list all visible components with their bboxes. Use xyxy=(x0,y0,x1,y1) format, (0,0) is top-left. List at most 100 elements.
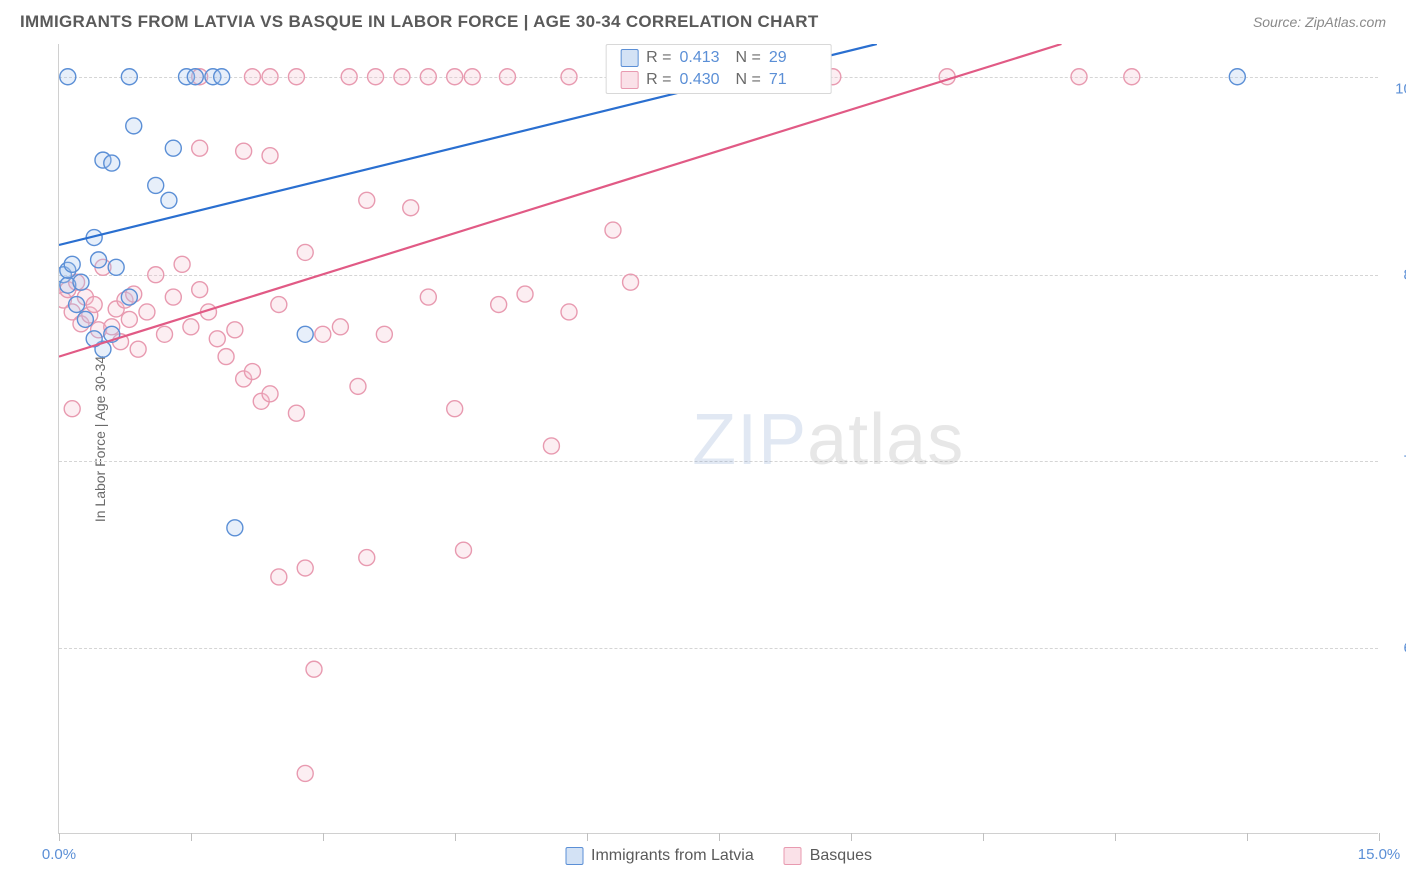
scatter-point xyxy=(121,69,137,85)
legend-label-basques: Basques xyxy=(810,847,872,865)
trend-line xyxy=(59,44,1061,357)
scatter-point xyxy=(297,326,313,342)
scatter-point xyxy=(341,69,357,85)
scatter-point xyxy=(214,69,230,85)
scatter-point xyxy=(244,69,260,85)
scatter-point xyxy=(165,289,181,305)
scatter-point xyxy=(271,297,287,313)
scatter-point xyxy=(104,155,120,171)
legend-label-latvia: Immigrants from Latvia xyxy=(591,847,754,865)
scatter-point xyxy=(60,69,76,85)
legend-row-basques: R = 0.430 N = 71 xyxy=(606,69,831,91)
scatter-point xyxy=(77,311,93,327)
scatter-point xyxy=(69,297,85,313)
scatter-point xyxy=(561,304,577,320)
scatter-point xyxy=(192,282,208,298)
scatter-point xyxy=(183,319,199,335)
legend-n-value-basques: 71 xyxy=(769,71,817,89)
source-attribution: Source: ZipAtlas.com xyxy=(1253,14,1386,30)
chart-title: IMMIGRANTS FROM LATVIA VS BASQUE IN LABO… xyxy=(20,12,819,32)
scatter-point xyxy=(288,69,304,85)
scatter-point xyxy=(161,192,177,208)
scatter-point xyxy=(73,274,89,290)
scatter-point xyxy=(297,560,313,576)
x-tick xyxy=(191,833,192,841)
scatter-point xyxy=(368,69,384,85)
scatter-point xyxy=(192,140,208,156)
legend-n-value-latvia: 29 xyxy=(769,49,817,67)
series-legend: Immigrants from Latvia Basques xyxy=(565,847,872,865)
scatter-point xyxy=(187,69,203,85)
legend-swatch-icon xyxy=(565,847,583,865)
scatter-point xyxy=(174,256,190,272)
x-tick xyxy=(1379,833,1380,841)
y-tick-label: 100.0% xyxy=(1395,80,1406,97)
scatter-point xyxy=(517,286,533,302)
x-tick xyxy=(719,833,720,841)
scatter-point xyxy=(271,569,287,585)
chart-header: IMMIGRANTS FROM LATVIA VS BASQUE IN LABO… xyxy=(0,0,1406,40)
scatter-point xyxy=(157,326,173,342)
scatter-point xyxy=(86,297,102,313)
scatter-point xyxy=(1071,69,1087,85)
scatter-point xyxy=(420,69,436,85)
scatter-point xyxy=(288,405,304,421)
legend-n-label: N = xyxy=(736,49,761,67)
x-tick xyxy=(1247,833,1248,841)
chart-container: In Labor Force | Age 30-34 ZIPatlas R = … xyxy=(58,44,1378,834)
scatter-point xyxy=(350,378,366,394)
scatter-point xyxy=(499,69,515,85)
x-tick xyxy=(983,833,984,841)
x-tick xyxy=(455,833,456,841)
scatter-point xyxy=(64,401,80,417)
legend-swatch-icon xyxy=(784,847,802,865)
scatter-point xyxy=(227,520,243,536)
x-tick xyxy=(323,833,324,841)
legend-r-value-latvia: 0.413 xyxy=(680,49,728,67)
scatter-point xyxy=(262,69,278,85)
scatter-point xyxy=(1229,69,1245,85)
scatter-point xyxy=(64,256,80,272)
scatter-point xyxy=(91,252,107,268)
scatter-point xyxy=(297,765,313,781)
scatter-point xyxy=(148,177,164,193)
legend-r-label: R = xyxy=(646,49,671,67)
scatter-point xyxy=(1124,69,1140,85)
scatter-point xyxy=(359,550,375,566)
scatter-point xyxy=(455,542,471,558)
scatter-point xyxy=(227,322,243,338)
legend-item-latvia: Immigrants from Latvia xyxy=(565,847,754,865)
scatter-point xyxy=(623,274,639,290)
scatter-point xyxy=(359,192,375,208)
scatter-point xyxy=(376,326,392,342)
scatter-point xyxy=(236,143,252,159)
scatter-point xyxy=(262,386,278,402)
x-tick-label: 15.0% xyxy=(1358,846,1401,863)
scatter-point xyxy=(447,69,463,85)
scatter-point xyxy=(209,331,225,347)
legend-r-label: R = xyxy=(646,71,671,89)
scatter-point xyxy=(394,69,410,85)
scatter-point xyxy=(126,118,142,134)
legend-swatch-basques xyxy=(620,71,638,89)
scatter-point xyxy=(420,289,436,305)
legend-swatch-latvia xyxy=(620,49,638,67)
legend-row-latvia: R = 0.413 N = 29 xyxy=(606,47,831,69)
scatter-point xyxy=(447,401,463,417)
x-tick xyxy=(59,833,60,841)
scatter-point xyxy=(605,222,621,238)
x-tick xyxy=(587,833,588,841)
scatter-point xyxy=(108,259,124,275)
correlation-legend: R = 0.413 N = 29 R = 0.430 N = 71 xyxy=(605,44,832,94)
scatter-point xyxy=(543,438,559,454)
legend-item-basques: Basques xyxy=(784,847,872,865)
x-tick-label: 0.0% xyxy=(42,846,76,863)
scatter-point xyxy=(561,69,577,85)
scatter-svg xyxy=(59,44,1378,833)
scatter-point xyxy=(121,311,137,327)
scatter-point xyxy=(130,341,146,357)
scatter-point xyxy=(306,661,322,677)
scatter-point xyxy=(148,267,164,283)
x-tick xyxy=(851,833,852,841)
scatter-point xyxy=(165,140,181,156)
